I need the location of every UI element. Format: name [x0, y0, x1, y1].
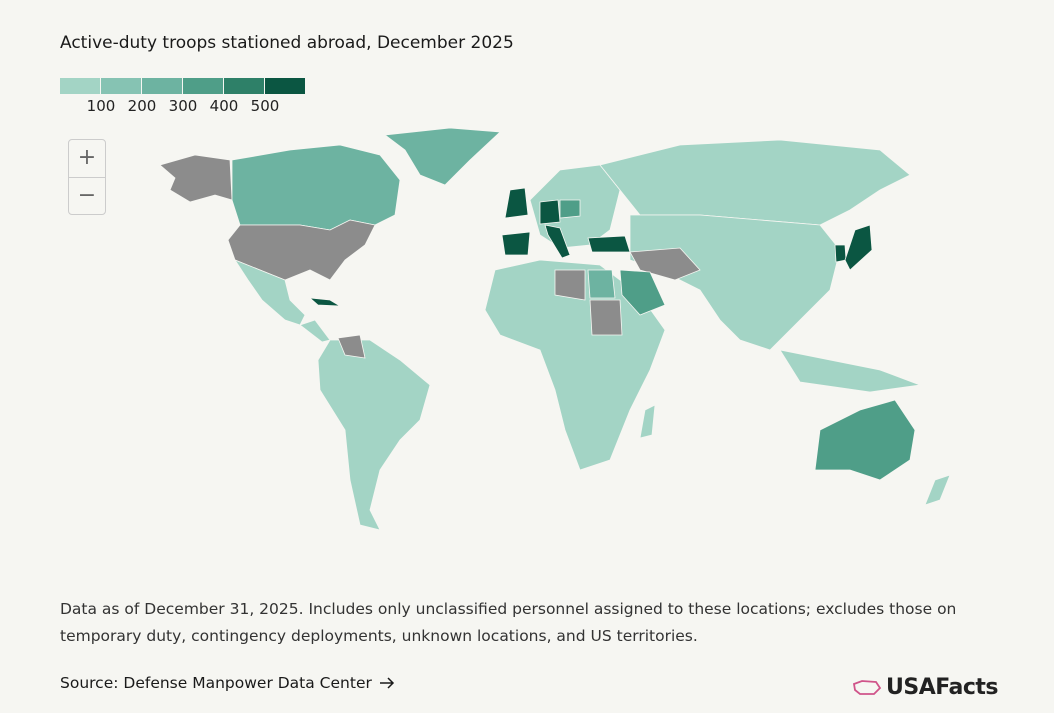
- legend-swatch: [183, 78, 223, 94]
- australia: [814, 399, 916, 481]
- logo: USAFacts: [852, 675, 998, 700]
- legend-swatch: [224, 78, 264, 94]
- zoom-out[interactable]: −: [69, 177, 105, 215]
- legend-swatch: [60, 78, 100, 94]
- poland: [559, 199, 581, 219]
- libya: [554, 269, 586, 301]
- arrow-icon: [379, 677, 394, 689]
- saudi-arabia: [619, 269, 666, 316]
- legend-swatch: [101, 78, 141, 94]
- sudan: [589, 299, 623, 336]
- legend-swatch: [265, 78, 305, 94]
- greenland: [383, 127, 501, 186]
- madagascar: [639, 404, 656, 439]
- legend-swatch: [142, 78, 182, 94]
- logo-icon: [852, 679, 882, 695]
- new-zealand: [924, 474, 951, 506]
- legend-tick-label: 100: [87, 97, 116, 115]
- italy: [544, 224, 571, 259]
- legend: 100 200 300 400 500: [60, 78, 305, 115]
- japan: [844, 224, 873, 271]
- legend-tick-label: 400: [210, 97, 239, 115]
- south-america: [317, 339, 431, 531]
- world-map: [159, 127, 951, 531]
- cuba: [308, 297, 341, 307]
- alaska: [159, 154, 233, 203]
- note: Data as of December 31, 2025. Includes o…: [60, 600, 957, 645]
- egypt: [587, 269, 616, 299]
- uk: [504, 187, 529, 219]
- turkey: [587, 235, 631, 253]
- russia: [599, 139, 911, 226]
- southeast-asia: [779, 349, 921, 393]
- canada: [231, 144, 401, 231]
- central-america: [299, 319, 331, 343]
- legend-tick-label: 500: [251, 97, 280, 115]
- venezuela: [337, 334, 366, 359]
- spain: [501, 231, 531, 256]
- germany: [539, 199, 561, 225]
- source[interactable]: Source: Defense Manpower Data Center: [60, 674, 396, 692]
- legend-tick-label: 200: [128, 97, 157, 115]
- zoom-controls: + −: [68, 139, 106, 215]
- mexico: [233, 259, 306, 326]
- logo-text: USAFacts: [886, 675, 998, 700]
- legend-tick-label: 300: [169, 97, 198, 115]
- south-korea: [834, 244, 847, 263]
- source-text[interactable]: Source: Defense Manpower Data Center: [60, 674, 372, 692]
- zoom-in[interactable]: +: [77, 145, 97, 170]
- chart-title: Active-duty troops stationed abroad, Dec…: [60, 33, 514, 53]
